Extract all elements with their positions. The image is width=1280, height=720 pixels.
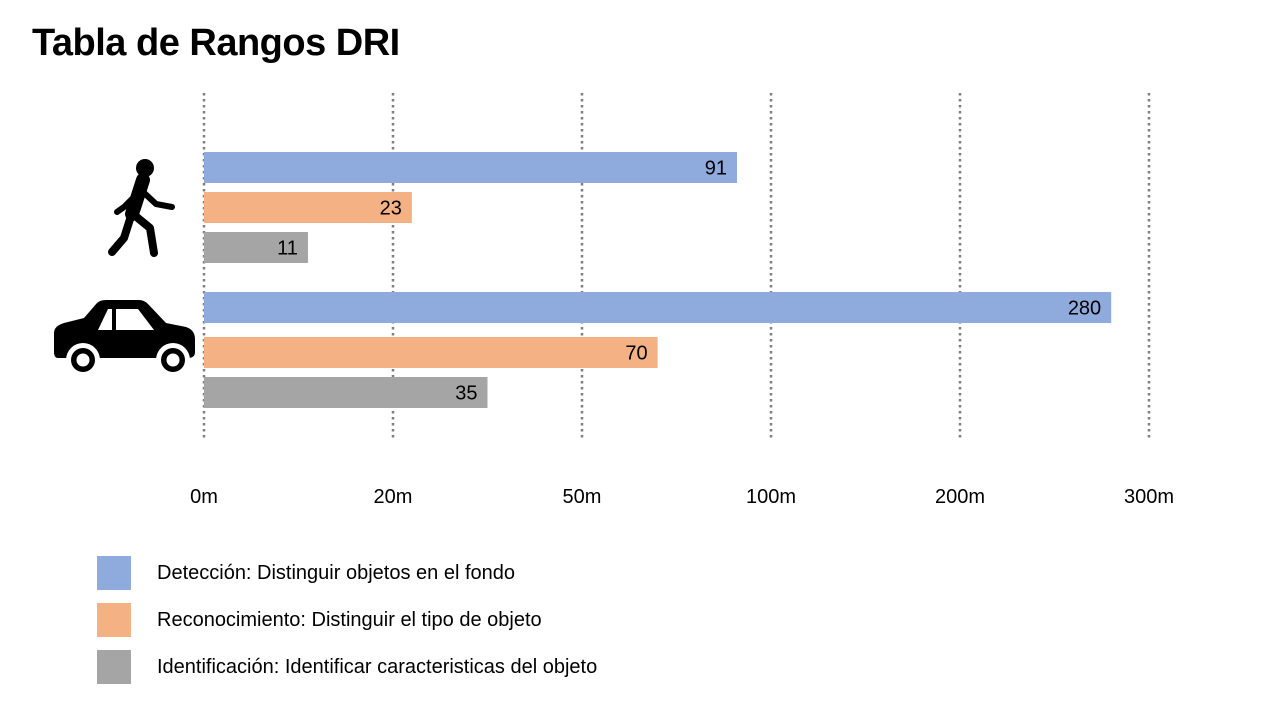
legend-label: Detección: Distinguir objetos en el fond… [157,561,515,584]
x-tick-label: 200m [935,486,985,508]
bar-value-label: 11 [277,238,298,260]
bar-chart: 91 280 23 70 11 35 0m 20m 50m 100m 200m 300m [54,93,1174,508]
legend-swatch [97,556,131,590]
legend-label: Reconocimiento: Distinguir el tipo de ob… [157,608,542,631]
bar-value-label: 91 [705,158,727,180]
bar [204,232,308,263]
person-walking-icon [108,159,175,257]
legend-item-deteccion: Detección: Distinguir objetos en el fond… [97,556,597,590]
car-icon [54,300,195,377]
x-tick-label: 50m [563,486,602,508]
bar-value-label: 35 [455,383,477,405]
legend-swatch [97,650,131,684]
bar [204,192,412,223]
x-tick-label: 20m [374,486,413,508]
x-tick-label: 0m [190,486,218,508]
x-tick-label: 300m [1124,486,1174,508]
bar [204,152,737,183]
legend-label: Identificación: Identificar caracteristi… [157,655,598,678]
bar-value-label: 70 [625,343,647,365]
chart-title: Tabla de Rangos DRI [32,22,400,64]
bars: 91 280 23 70 11 35 [204,152,1112,408]
x-tick-label: 100m [746,486,796,508]
bar-value-label: 280 [1068,298,1101,320]
legend: Detección: Distinguir objetos en el fond… [97,556,597,697]
x-axis-ticks: 0m 20m 50m 100m 200m 300m [190,486,1174,508]
bar [204,337,658,368]
legend-item-reconocimiento: Reconocimiento: Distinguir el tipo de ob… [97,603,597,637]
legend-item-identificacion: Identificación: Identificar caracteristi… [97,650,597,684]
bar [204,292,1112,323]
legend-swatch [97,603,131,637]
bar [204,377,488,408]
bar-value-label: 23 [380,198,402,220]
